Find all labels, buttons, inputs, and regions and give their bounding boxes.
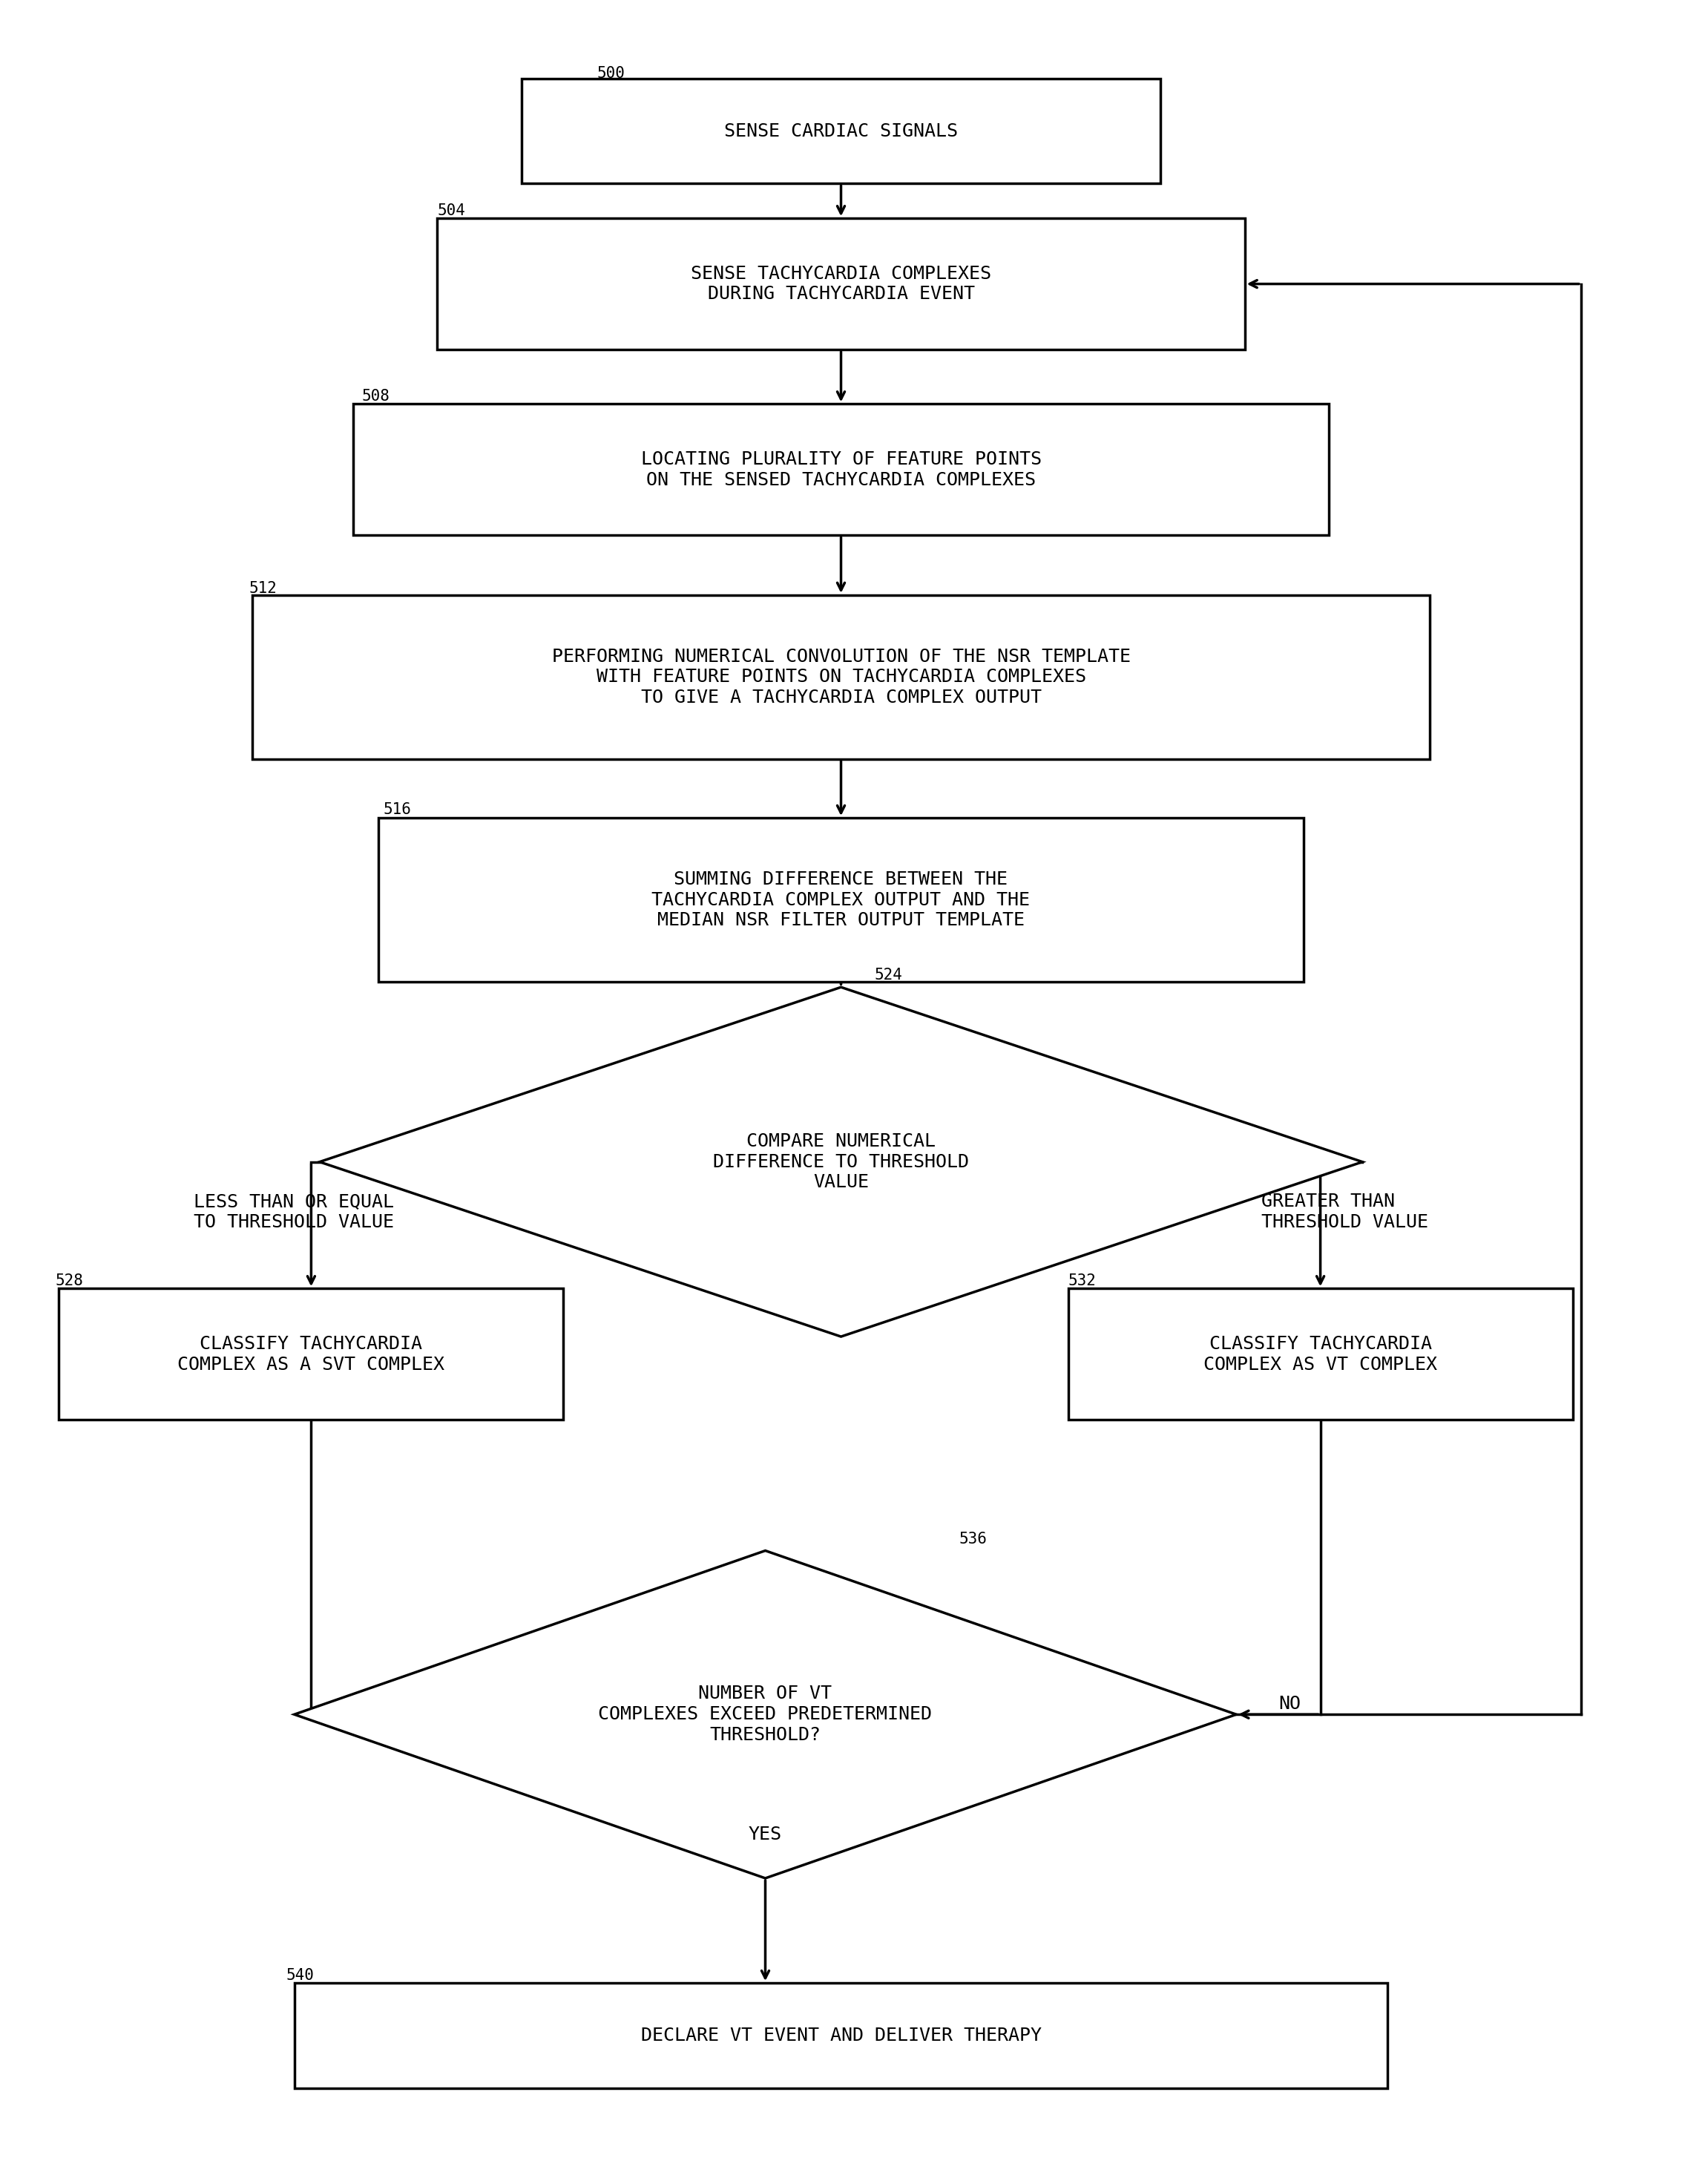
FancyBboxPatch shape (252, 596, 1430, 760)
FancyBboxPatch shape (1068, 1289, 1573, 1420)
Text: 512: 512 (249, 581, 278, 596)
FancyBboxPatch shape (353, 404, 1329, 535)
FancyBboxPatch shape (521, 79, 1161, 183)
Text: 524: 524 (875, 968, 903, 983)
Text: 516: 516 (383, 802, 412, 817)
Polygon shape (294, 1551, 1236, 1878)
Text: LOCATING PLURALITY OF FEATURE POINTS
ON THE SENSED TACHYCARDIA COMPLEXES: LOCATING PLURALITY OF FEATURE POINTS ON … (641, 450, 1041, 489)
Text: PERFORMING NUMERICAL CONVOLUTION OF THE NSR TEMPLATE
WITH FEATURE POINTS ON TACH: PERFORMING NUMERICAL CONVOLUTION OF THE … (552, 646, 1130, 708)
Polygon shape (320, 987, 1362, 1337)
Text: 532: 532 (1068, 1273, 1097, 1289)
Text: DECLARE VT EVENT AND DELIVER THERAPY: DECLARE VT EVENT AND DELIVER THERAPY (641, 2027, 1041, 2044)
Text: GREATER THAN
THRESHOLD VALUE: GREATER THAN THRESHOLD VALUE (1262, 1192, 1428, 1232)
Text: YES: YES (748, 1826, 782, 1843)
Text: CLASSIFY TACHYCARDIA
COMPLEX AS VT COMPLEX: CLASSIFY TACHYCARDIA COMPLEX AS VT COMPL… (1204, 1334, 1436, 1374)
Text: CLASSIFY TACHYCARDIA
COMPLEX AS A SVT COMPLEX: CLASSIFY TACHYCARDIA COMPLEX AS A SVT CO… (178, 1334, 444, 1374)
Text: SENSE CARDIAC SIGNALS: SENSE CARDIAC SIGNALS (725, 122, 957, 140)
Text: 536: 536 (959, 1531, 987, 1546)
Text: 508: 508 (362, 389, 390, 404)
Text: SUMMING DIFFERENCE BETWEEN THE
TACHYCARDIA COMPLEX OUTPUT AND THE
MEDIAN NSR FIL: SUMMING DIFFERENCE BETWEEN THE TACHYCARD… (653, 869, 1029, 930)
FancyBboxPatch shape (378, 819, 1304, 983)
Text: 540: 540 (286, 1968, 315, 1983)
Text: COMPARE NUMERICAL
DIFFERENCE TO THRESHOLD
VALUE: COMPARE NUMERICAL DIFFERENCE TO THRESHOL… (713, 1131, 969, 1192)
Text: NO: NO (1278, 1695, 1300, 1712)
FancyBboxPatch shape (59, 1289, 563, 1420)
FancyBboxPatch shape (294, 1983, 1388, 2088)
FancyBboxPatch shape (437, 218, 1245, 349)
Text: SENSE TACHYCARDIA COMPLEXES
DURING TACHYCARDIA EVENT: SENSE TACHYCARDIA COMPLEXES DURING TACHY… (691, 264, 991, 304)
Text: 500: 500 (597, 66, 626, 81)
Text: 504: 504 (437, 203, 466, 218)
Text: LESS THAN OR EQUAL
TO THRESHOLD VALUE: LESS THAN OR EQUAL TO THRESHOLD VALUE (193, 1192, 394, 1232)
Text: 528: 528 (56, 1273, 84, 1289)
Text: NUMBER OF VT
COMPLEXES EXCEED PREDETERMINED
THRESHOLD?: NUMBER OF VT COMPLEXES EXCEED PREDETERMI… (599, 1684, 932, 1745)
